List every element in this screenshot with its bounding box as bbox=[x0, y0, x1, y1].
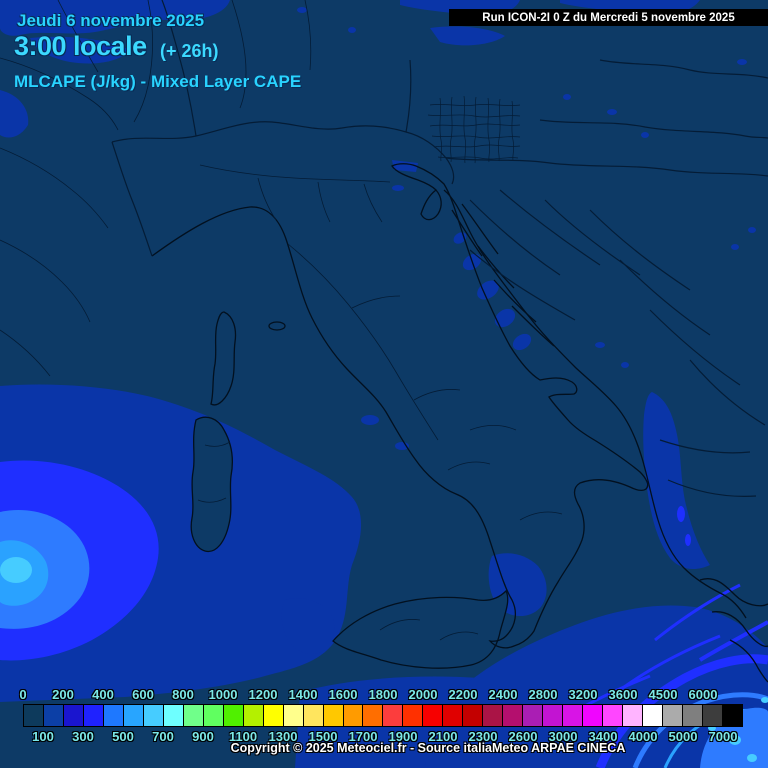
scale-cell bbox=[24, 705, 44, 726]
scale-tick-label: 5000 bbox=[668, 729, 698, 744]
scale-cell bbox=[663, 705, 683, 726]
scale-cell bbox=[63, 705, 84, 726]
date-label: Jeudi 6 novembre 2025 bbox=[17, 11, 205, 30]
scale-cell bbox=[643, 705, 663, 726]
scale-cell bbox=[503, 705, 524, 726]
scale-tick-label: 2600 bbox=[508, 729, 538, 744]
scale-cell bbox=[203, 705, 224, 726]
scale-cell bbox=[443, 705, 464, 726]
coastlines bbox=[151, 163, 768, 683]
scale-cell bbox=[383, 705, 404, 726]
scale-cell bbox=[563, 705, 584, 726]
scale-cell bbox=[722, 705, 742, 726]
scale-cell bbox=[623, 705, 644, 726]
scale-tick-label: 6000 bbox=[688, 687, 718, 702]
scale-cell bbox=[523, 705, 544, 726]
scale-cell bbox=[243, 705, 264, 726]
scale-tick-label: 1900 bbox=[388, 729, 418, 744]
scale-tick-label: 700 bbox=[152, 729, 174, 744]
scale-cell bbox=[403, 705, 424, 726]
scale-bottom-labels: 100 300 500 700 900 1100 1300 1500 1700 1900 2100 2… bbox=[0, 729, 768, 745]
copyright-label: Copyright © 2025 Meteociel.fr - Source i… bbox=[230, 741, 626, 755]
scale-cell bbox=[363, 705, 384, 726]
local-time-label: 3:00 locale bbox=[14, 31, 147, 61]
scale-tick-label: 0 bbox=[19, 687, 27, 702]
scale-cell bbox=[163, 705, 184, 726]
scale-cell bbox=[343, 705, 364, 726]
scale-cell bbox=[283, 705, 304, 726]
scale-tick-label: 500 bbox=[112, 729, 134, 744]
national-borders bbox=[111, 0, 768, 497]
scale-tick-label: 1500 bbox=[308, 729, 338, 744]
scale-cell bbox=[183, 705, 204, 726]
scale-tick-label: 2000 bbox=[408, 687, 438, 702]
scale-tick-label: 1700 bbox=[348, 729, 378, 744]
islands bbox=[190, 311, 509, 669]
scale-cell bbox=[43, 705, 64, 726]
scale-cell bbox=[323, 705, 344, 726]
scale-tick-label: 800 bbox=[172, 687, 194, 702]
scale-tick-label: 1400 bbox=[288, 687, 318, 702]
scale-cell bbox=[583, 705, 604, 726]
scale-tick-label: 2800 bbox=[528, 687, 558, 702]
scale-tick-label: 1200 bbox=[248, 687, 278, 702]
scale-tick-label: 2200 bbox=[448, 687, 478, 702]
run-info-bar: Run ICON-2I 0 Z du Mercredi 5 novembre 2… bbox=[449, 9, 768, 26]
scale-cell bbox=[423, 705, 444, 726]
scale-cell bbox=[603, 705, 624, 726]
scale-cell bbox=[103, 705, 124, 726]
cape-bullseye bbox=[0, 460, 159, 661]
scale-cell bbox=[263, 705, 284, 726]
scale-tick-label: 2300 bbox=[468, 729, 498, 744]
scale-cell bbox=[143, 705, 164, 726]
scale-cell bbox=[123, 705, 144, 726]
scale-cell bbox=[223, 705, 244, 726]
scale-tick-label: 300 bbox=[72, 729, 94, 744]
scale-tick-label: 3400 bbox=[588, 729, 618, 744]
scale-tick-label: 3200 bbox=[568, 687, 598, 702]
scale-tick-label: 1600 bbox=[328, 687, 358, 702]
forecast-offset-label: (+ 26h) bbox=[160, 41, 219, 61]
scale-cell bbox=[83, 705, 104, 726]
scale-tick-label: 7000 bbox=[708, 729, 738, 744]
scale-tick-label: 3600 bbox=[608, 687, 638, 702]
scale-top-labels: 0 200 400 600 800 1000 1200 1400 1600 1800 2000 220… bbox=[0, 687, 768, 703]
scale-tick-label: 4500 bbox=[648, 687, 678, 702]
scale-cell bbox=[303, 705, 324, 726]
color-scale bbox=[23, 704, 743, 727]
scale-tick-label: 600 bbox=[132, 687, 154, 702]
scale-tick-label: 2400 bbox=[488, 687, 518, 702]
parameter-label: MLCAPE (J/kg) - Mixed Layer CAPE bbox=[14, 72, 302, 91]
scale-cell bbox=[463, 705, 484, 726]
scale-tick-label: 1100 bbox=[228, 729, 258, 744]
municipal-mesh bbox=[427, 95, 521, 164]
scale-cell bbox=[682, 705, 703, 726]
scale-tick-label: 4000 bbox=[628, 729, 658, 744]
run-info-label: Run ICON-2I 0 Z du Mercredi 5 novembre 2… bbox=[482, 11, 735, 24]
scale-tick-label: 1800 bbox=[368, 687, 398, 702]
scale-tick-label: 1000 bbox=[208, 687, 238, 702]
scale-tick-label: 3000 bbox=[548, 729, 578, 744]
scale-tick-label: 200 bbox=[52, 687, 74, 702]
scale-cell bbox=[543, 705, 564, 726]
scale-cell bbox=[702, 705, 723, 726]
scale-tick-label: 400 bbox=[92, 687, 114, 702]
scale-tick-label: 2100 bbox=[428, 729, 458, 744]
admin-borders bbox=[0, 0, 563, 641]
scale-tick-label: 1300 bbox=[268, 729, 298, 744]
scale-tick-label: 900 bbox=[192, 729, 214, 744]
scale-cell bbox=[483, 705, 504, 726]
scale-tick-label: 100 bbox=[32, 729, 54, 744]
